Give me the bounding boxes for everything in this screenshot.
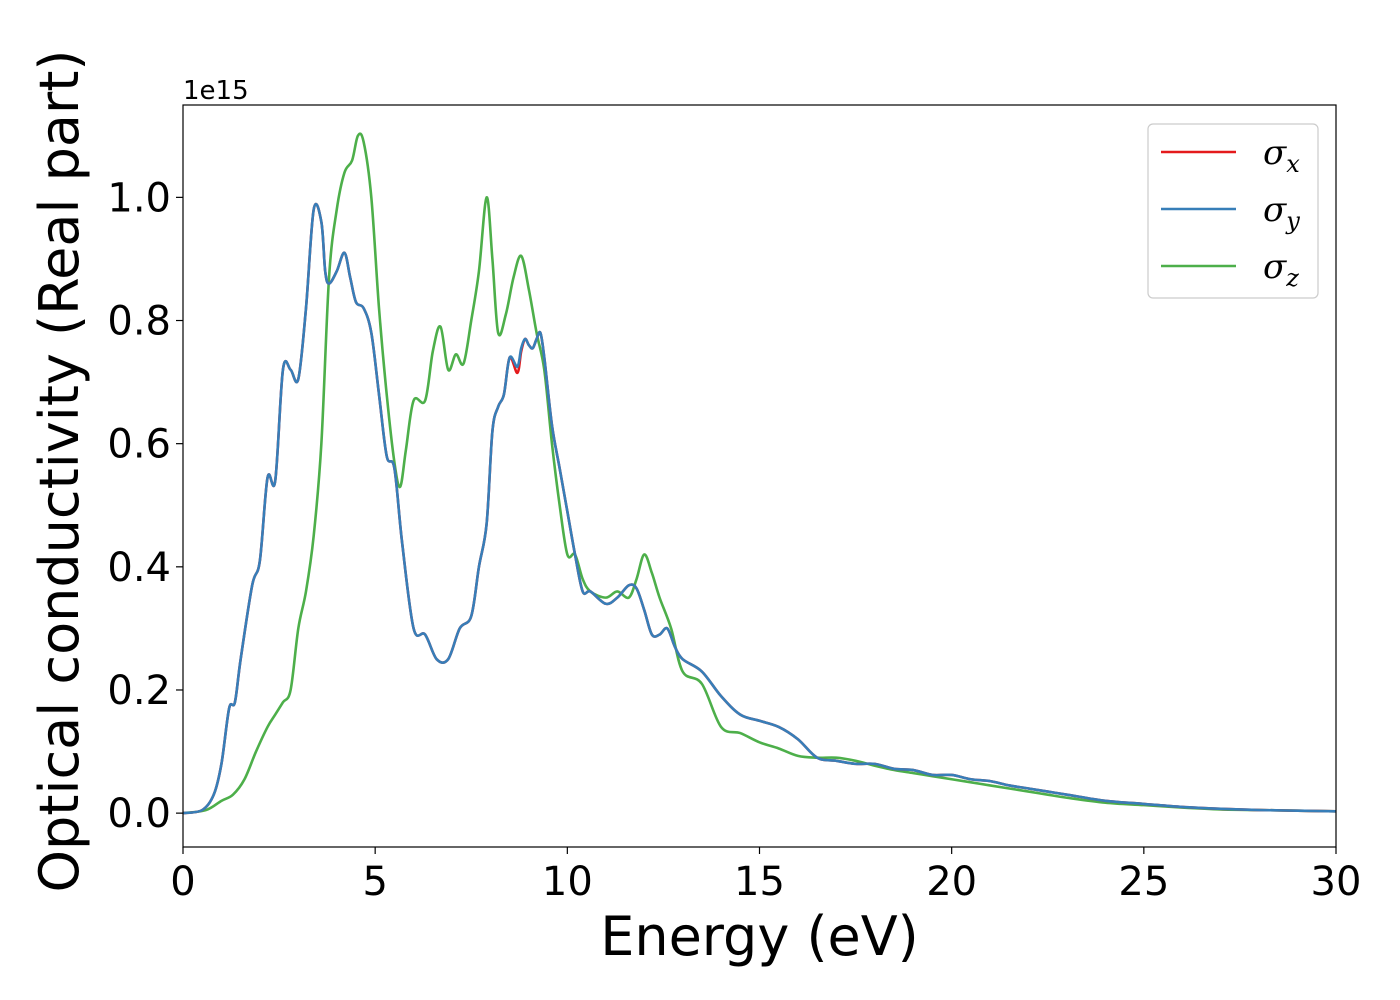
y-tick-label: 0.6 (107, 422, 171, 468)
legend-label-base: σ (1263, 247, 1287, 287)
y-tick-label: 0.4 (107, 545, 171, 591)
legend-label-subscript: x (1286, 150, 1300, 178)
ticks-layer: 0 5 10 15 20 25 30 0.0 0.2 0.4 0.6 0.8 1.0 (107, 175, 1361, 905)
axes-frame (182, 104, 1337, 848)
y-tick-label: 1.0 (107, 175, 171, 221)
legend-label-base: σ (1263, 190, 1287, 230)
legend-label-z: σz (1263, 247, 1299, 292)
x-tick-label: 20 (926, 859, 977, 905)
x-tick-label: 10 (542, 859, 593, 905)
legend-label-base: σ (1263, 133, 1287, 173)
series-line-z (182, 132, 1337, 815)
x-tick-label: 0 (170, 859, 195, 905)
x-axis-title: Energy (eV) (600, 905, 919, 968)
legend-label-subscript: z (1285, 264, 1299, 292)
y-tick-label: 0.0 (107, 791, 171, 837)
legend-label-x: σx (1263, 133, 1300, 178)
y-tick-label: 0.8 (107, 299, 171, 345)
x-tick-label: 5 (362, 859, 387, 905)
legend-frame (1147, 123, 1319, 299)
y-axis-title: Optical conductivity (Real part) (28, 50, 91, 893)
plot-area (182, 132, 1337, 815)
x-tick-label: 25 (1118, 859, 1169, 905)
y-offset-label: 1e15 (183, 76, 249, 106)
series-line-y (182, 202, 1337, 815)
x-tick-label: 30 (1311, 859, 1362, 905)
x-tick-label: 15 (734, 859, 785, 905)
y-tick-label: 0.2 (107, 668, 171, 714)
legend-label-subscript: y (1285, 207, 1300, 235)
legend-label-y: σy (1263, 190, 1300, 235)
